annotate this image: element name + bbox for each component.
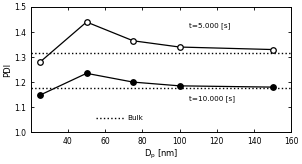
Text: t=10.000 [s]: t=10.000 [s] [189, 95, 235, 102]
Text: Bulk: Bulk [127, 115, 143, 121]
Text: t=5.000 [s]: t=5.000 [s] [189, 22, 230, 29]
X-axis label: D$_\mathrm{p}$ [nm]: D$_\mathrm{p}$ [nm] [144, 147, 178, 161]
Y-axis label: PDI: PDI [3, 62, 12, 77]
